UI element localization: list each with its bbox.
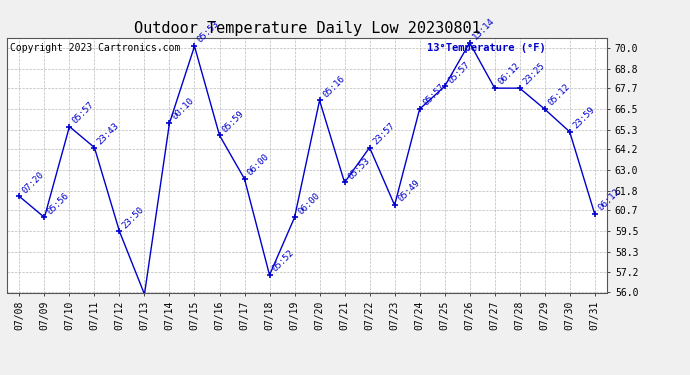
Text: 13°Temperature (°F): 13°Temperature (°F) <box>427 43 546 52</box>
Text: 05:57: 05:57 <box>446 60 471 85</box>
Text: 23:59: 23:59 <box>571 105 596 130</box>
Text: 05:59: 05:59 <box>221 108 246 134</box>
Text: 13:14: 13:14 <box>471 16 496 41</box>
Text: 05:53: 05:53 <box>346 156 371 181</box>
Text: 06:12: 06:12 <box>496 62 522 87</box>
Text: 00:10: 00:10 <box>171 96 196 122</box>
Text: 23:43: 23:43 <box>96 121 121 146</box>
Text: 23:50: 23:50 <box>121 205 146 230</box>
Text: 05:57: 05:57 <box>421 82 446 108</box>
Text: 06:12: 06:12 <box>596 187 622 213</box>
Title: Outdoor Temperature Daily Low 20230801: Outdoor Temperature Daily Low 20230801 <box>134 21 480 36</box>
Text: 23:25: 23:25 <box>521 62 546 87</box>
Text: 05:49: 05:49 <box>396 178 422 204</box>
Text: 05:53: 05:53 <box>196 20 221 45</box>
Text: 23:57: 23:57 <box>371 121 396 146</box>
Text: 04:02: 04:02 <box>0 374 1 375</box>
Text: 06:00: 06:00 <box>246 152 271 178</box>
Text: 05:52: 05:52 <box>271 248 296 274</box>
Text: 05:12: 05:12 <box>546 82 571 108</box>
Text: 05:56: 05:56 <box>46 190 71 216</box>
Text: Copyright 2023 Cartronics.com: Copyright 2023 Cartronics.com <box>10 43 180 52</box>
Text: 05:57: 05:57 <box>71 100 96 125</box>
Text: 06:00: 06:00 <box>296 190 322 216</box>
Text: 07:20: 07:20 <box>21 170 46 195</box>
Text: 05:16: 05:16 <box>321 74 346 99</box>
